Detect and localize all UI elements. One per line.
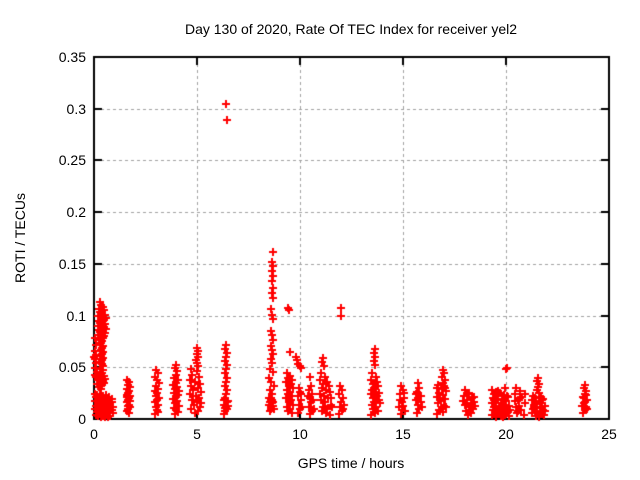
y-tick-label: 0.25 (58, 152, 86, 168)
chart-title: Day 130 of 2020, Rate Of TEC Index for r… (184, 21, 518, 37)
x-tick-label: 15 (395, 426, 411, 442)
x-tick-label: 25 (601, 426, 617, 442)
y-tick-label: 0.2 (66, 204, 86, 220)
y-tick-label: 0.1 (66, 308, 86, 324)
y-tick-label: 0 (78, 411, 86, 427)
y-tick-label: 0.35 (58, 49, 86, 65)
x-tick-label: 0 (90, 426, 98, 442)
y-tick-label: 0.15 (58, 256, 86, 272)
x-axis-label: GPS time / hours (297, 455, 405, 471)
x-tick-label: 5 (193, 426, 201, 442)
y-tick-label: 0.05 (58, 359, 86, 375)
x-tick-label: 20 (498, 426, 514, 442)
y-axis-label: ROTI / TECUs (12, 193, 28, 283)
y-tick-label: 0.3 (66, 101, 86, 117)
x-tick-label: 10 (292, 426, 308, 442)
